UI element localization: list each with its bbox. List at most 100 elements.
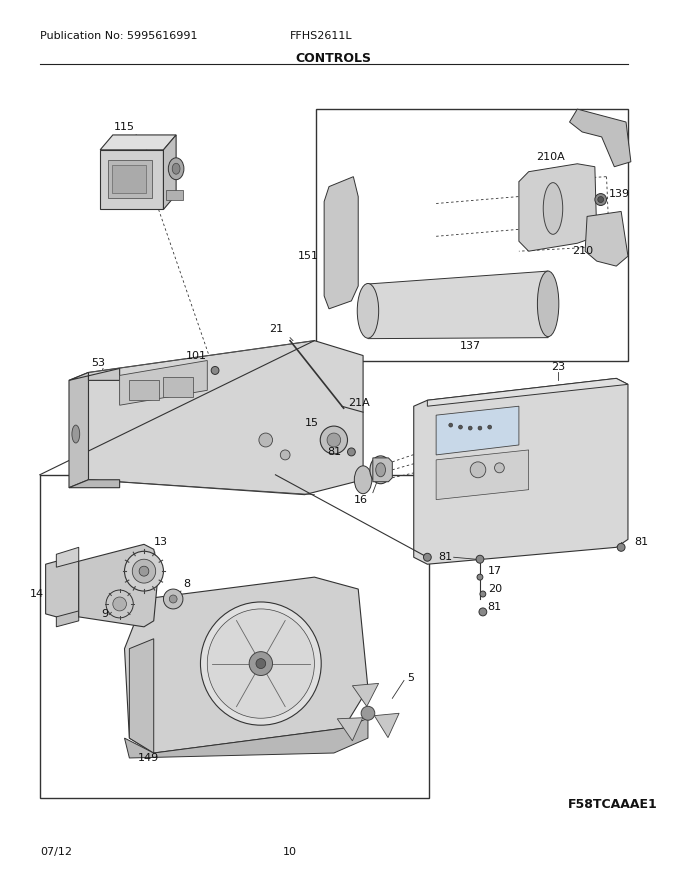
Circle shape [424,554,431,561]
Polygon shape [69,480,120,488]
Text: 101: 101 [186,350,207,361]
Text: 10: 10 [283,847,297,857]
Text: 151: 151 [299,251,320,261]
Polygon shape [375,714,399,737]
Ellipse shape [354,466,372,494]
Circle shape [163,589,183,609]
Circle shape [347,448,355,456]
Ellipse shape [543,183,563,234]
Text: 20: 20 [488,584,502,594]
Circle shape [256,658,266,669]
Polygon shape [163,135,176,209]
Text: FFHS2611L: FFHS2611L [290,31,353,40]
Text: 210A: 210A [537,151,565,162]
Polygon shape [129,639,154,753]
Text: 23: 23 [551,363,565,372]
Polygon shape [352,684,379,707]
Ellipse shape [357,283,379,338]
Polygon shape [585,211,628,266]
Circle shape [280,450,290,460]
Circle shape [595,194,607,206]
Circle shape [449,423,453,427]
Bar [40,475,429,798]
Ellipse shape [370,456,391,484]
Circle shape [598,196,604,202]
Circle shape [476,555,484,563]
Text: 149: 149 [138,753,160,763]
Bar [316,109,628,361]
Circle shape [249,652,273,676]
Polygon shape [46,557,79,621]
Polygon shape [100,150,163,209]
Polygon shape [519,164,597,251]
Circle shape [106,590,133,618]
Polygon shape [324,177,358,309]
Text: 81: 81 [488,602,502,612]
Circle shape [361,707,375,720]
Circle shape [470,462,486,478]
Text: F58TCAAAE1: F58TCAAAE1 [568,798,658,810]
Circle shape [139,566,149,576]
Text: 21A: 21A [348,399,370,408]
Circle shape [478,426,482,430]
Circle shape [259,433,273,447]
Polygon shape [100,135,176,150]
Polygon shape [69,372,88,488]
Circle shape [169,595,177,603]
Polygon shape [56,547,79,568]
Bar [129,380,158,400]
Text: 137: 137 [460,341,481,350]
Circle shape [201,602,321,725]
Circle shape [494,463,505,473]
Circle shape [327,433,341,447]
Polygon shape [167,189,183,200]
Ellipse shape [537,271,559,337]
Circle shape [480,591,486,597]
Circle shape [479,608,487,616]
Polygon shape [373,458,392,481]
Text: 81: 81 [439,553,453,562]
Circle shape [477,574,483,580]
Bar [112,165,146,193]
Polygon shape [570,109,631,166]
Circle shape [320,426,347,454]
Circle shape [458,425,462,429]
Polygon shape [56,611,79,627]
Text: CONTROLS: CONTROLS [296,53,372,65]
Circle shape [617,543,625,551]
Text: 8: 8 [183,579,190,589]
Polygon shape [124,718,368,758]
Text: 13: 13 [154,538,168,547]
Text: 53: 53 [91,358,105,369]
Text: 17: 17 [488,566,502,576]
Ellipse shape [169,158,184,180]
Circle shape [113,597,126,611]
Text: 15: 15 [305,418,320,428]
Polygon shape [427,378,628,407]
Circle shape [124,551,163,591]
Text: 81: 81 [634,538,648,547]
Polygon shape [79,545,158,627]
Text: 9: 9 [101,609,108,619]
Polygon shape [69,369,120,380]
Ellipse shape [172,164,180,174]
Text: 14: 14 [29,589,44,599]
Circle shape [488,425,492,429]
Bar [163,378,192,397]
Text: 07/12: 07/12 [40,847,72,857]
Polygon shape [436,407,519,455]
Ellipse shape [72,425,80,443]
Ellipse shape [376,463,386,477]
Polygon shape [337,718,362,741]
Text: 210: 210 [573,246,594,256]
Text: 115: 115 [114,122,135,132]
Text: 5: 5 [407,673,414,684]
Polygon shape [124,577,368,753]
Text: Publication No: 5995616991: Publication No: 5995616991 [40,31,197,40]
Polygon shape [436,450,528,500]
Polygon shape [368,271,548,339]
Circle shape [469,426,472,430]
Polygon shape [88,341,363,495]
Text: 16: 16 [354,495,368,504]
Text: 81: 81 [328,447,341,457]
